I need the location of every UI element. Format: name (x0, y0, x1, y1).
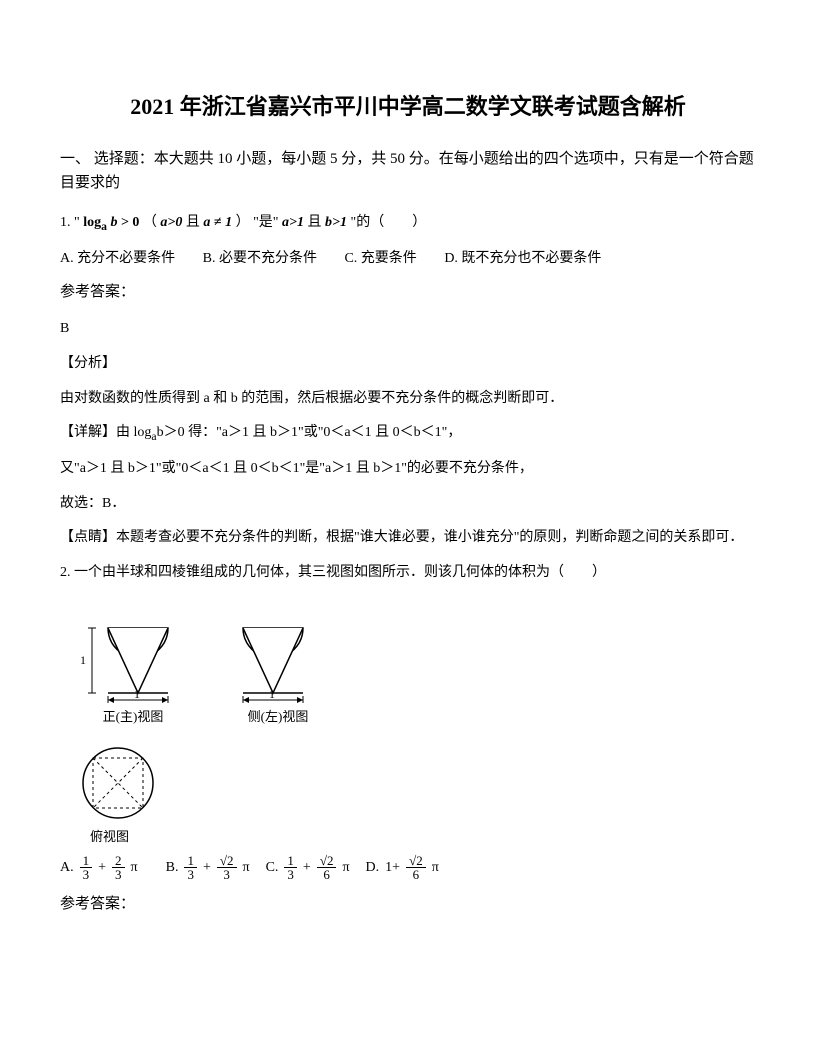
dim-width1: 1 (134, 687, 140, 701)
q1-options: A. 充分不必要条件 B. 必要不充分条件 C. 充要条件 D. 既不充分也不必… (60, 246, 756, 271)
q2-opt-b-label: B. (166, 855, 179, 880)
q2-opt-c-f1: 13 (284, 854, 297, 881)
q2-front-view: 1 1 正(主)视图 (78, 598, 188, 728)
side-view-svg: 1 (228, 598, 328, 703)
q1-answer: B (60, 316, 756, 343)
q1-analysis-text: 由对数函数的性质得到 a 和 b 的范围，然后根据必要不充分条件的概念判断即可． (60, 386, 756, 413)
q1-detail-line1: 【详解】由 logab＞0 得："a＞1 且 b＞1"或"0＜a＜1 且 0＜b… (60, 420, 756, 448)
q1-opt-c: C. 充要条件 (344, 246, 416, 271)
dim-height: 1 (80, 653, 86, 667)
q1-detail-line3: 故选：B． (60, 491, 756, 518)
q1-point: 【点睛】本题考查必要不充分条件的判断，根据"谁大谁必要，谁小谁充分"的原则，判断… (60, 525, 756, 552)
q1-log-expr: loga b > 0 (83, 215, 143, 230)
q2-top-view: 俯视图 (78, 743, 756, 848)
front-view-svg: 1 1 (78, 598, 188, 703)
q2-diagrams: 1 1 正(主)视图 1 侧(左)视图 (78, 598, 756, 728)
q2-opt-a-f2: 23 (112, 854, 125, 881)
q1-cond2a: a>1 (282, 215, 304, 230)
q1-cond1a: a>0 (160, 215, 182, 230)
q2-opt-a-label: A. (60, 855, 74, 880)
q2-side-view: 1 侧(左)视图 (228, 598, 328, 728)
front-view-label: 正(主)视图 (78, 705, 188, 728)
q2-opt-d-label: D. (366, 855, 380, 880)
q1-answer-label: 参考答案： (60, 279, 756, 306)
q1-cond1b: a ≠ 1 (203, 215, 232, 230)
q1-and1: 且 (186, 215, 204, 230)
dim-width2: 1 (269, 687, 275, 701)
page-title: 2021 年浙江省嘉兴市平川中学高二数学文联考试题含解析 (60, 90, 756, 123)
side-view-label: 侧(左)视图 (228, 705, 328, 728)
q1-opt-a: A. 充分不必要条件 (60, 246, 175, 271)
top-view-svg (78, 743, 158, 823)
q1-and2: 且 (308, 215, 326, 230)
q1-closing: "的（ ） (351, 215, 427, 230)
q1-analysis-label: 【分析】 (60, 351, 756, 378)
q2-options: A. 13 + 23 π B. 13 + √23 π C. 13 + √26 π… (60, 854, 756, 881)
q1-paren1-close: ） (236, 215, 250, 230)
q2-opt-c-f2: √26 (317, 854, 337, 881)
q1-detail-line2: 又"a＞1 且 b＞1"或"0＜a＜1 且 0＜b＜1"是"a＞1 且 b＞1"… (60, 456, 756, 483)
q1-stem: 1. " loga b > 0 （ a>0 且 a ≠ 1 ） "是" a>1 … (60, 209, 756, 238)
q2-stem: 2. 一个由半球和四棱锥组成的几何体，其三视图如图所示．则该几何体的体积为（ ） (60, 560, 756, 587)
q2-opt-d-f2: √26 (406, 854, 426, 881)
top-view-label: 俯视图 (90, 825, 756, 848)
q2-opt-b-f2: √23 (217, 854, 237, 881)
q1-paren1-open: （ (143, 215, 157, 230)
q1-cond2b: b>1 (325, 215, 347, 230)
q1-opt-b: B. 必要不充分条件 (203, 246, 317, 271)
section-header: 一、 选择题：本大题共 10 小题，每小题 5 分，共 50 分。在每小题给出的… (60, 147, 756, 195)
q2-opt-a-f1: 13 (80, 854, 93, 881)
q1-prefix: " (74, 215, 80, 230)
q1-is: "是" (253, 215, 278, 230)
q1-number: 1. (60, 215, 71, 230)
q2-opt-b-f1: 13 (184, 854, 197, 881)
q2-opt-c-label: C. (266, 855, 279, 880)
q1-opt-d: D. 既不充分也不必要条件 (444, 246, 601, 271)
q2-answer-label: 参考答案： (60, 891, 756, 918)
